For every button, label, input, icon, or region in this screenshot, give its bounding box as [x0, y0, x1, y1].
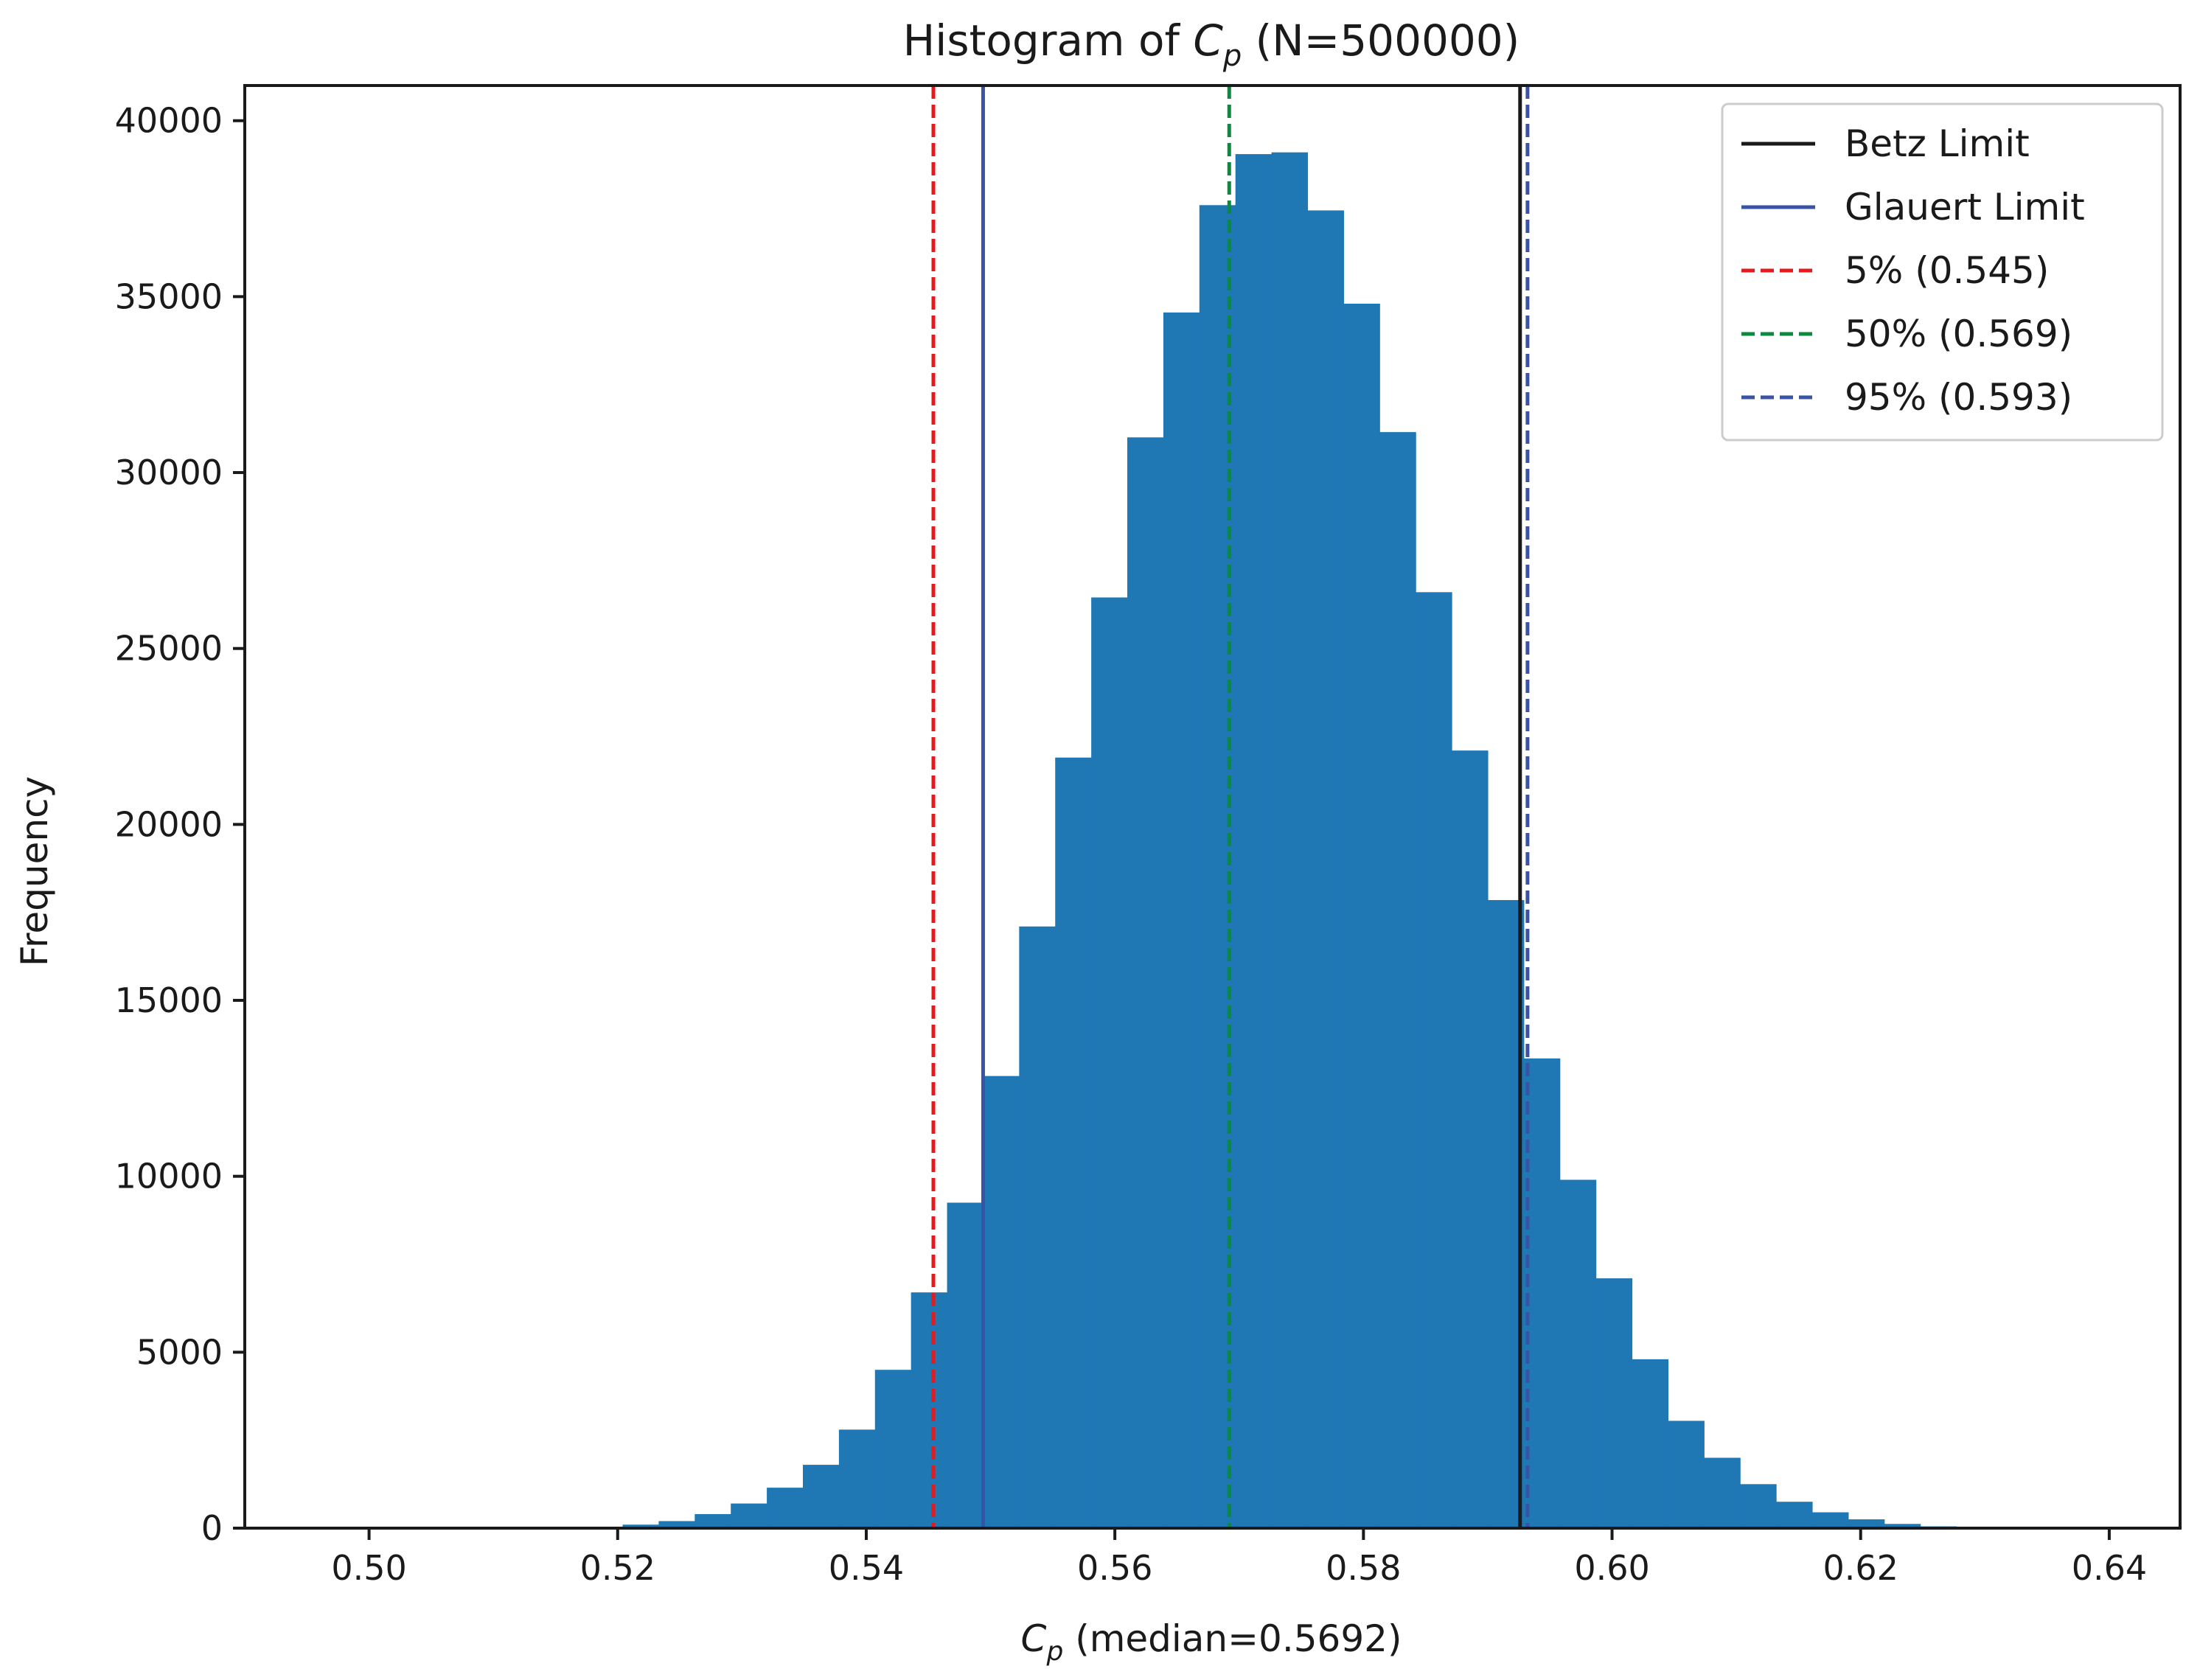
histogram-bar — [1163, 312, 1200, 1528]
reference-lines — [931, 86, 1530, 1528]
y-tick-label: 35000 — [115, 276, 223, 316]
histogram-bar — [767, 1488, 804, 1528]
histogram-bar — [947, 1202, 984, 1528]
legend-box — [1721, 102, 2164, 442]
histogram-bar — [911, 1292, 948, 1528]
histogram-bar — [1416, 592, 1452, 1528]
histogram-bar — [1235, 154, 1273, 1529]
histogram-bar — [983, 1076, 1020, 1528]
histogram-bar — [1776, 1502, 1813, 1528]
chart-title-symbol: C — [1193, 15, 1223, 66]
histogram-bar — [838, 1429, 876, 1528]
histogram-bar — [1884, 1524, 1921, 1528]
histogram-bar — [1019, 926, 1056, 1528]
histogram-bar — [695, 1513, 731, 1528]
x-tick-label: 0.52 — [580, 1548, 655, 1588]
histogram-bar — [802, 1465, 840, 1528]
y-axis-title: Frequency — [13, 776, 56, 966]
x-tick-label: 0.54 — [829, 1548, 904, 1588]
histogram-bars — [586, 152, 1994, 1529]
histogram-bar — [1632, 1359, 1668, 1528]
histogram-bar — [1740, 1484, 1777, 1528]
x-tick-label: 0.60 — [1574, 1548, 1649, 1588]
y-tick-label: 15000 — [115, 980, 223, 1020]
histogram-bar — [1595, 1278, 1633, 1528]
histogram-bar — [1343, 303, 1380, 1529]
histogram-bar — [1668, 1421, 1705, 1528]
x-axis-title-symbol: C — [1021, 1617, 1047, 1660]
histogram-bar — [1127, 437, 1164, 1528]
x-axis: 0.50 0.52 0.54 0.56 0.58 0.60 0.62 0.64 — [331, 1528, 2147, 1588]
y-tick-label: 5000 — [136, 1332, 223, 1372]
x-tick-label: 0.64 — [2072, 1548, 2147, 1588]
y-tick-label: 10000 — [115, 1157, 223, 1196]
y-axis: 0 5000 10000 15000 20000 25000 30000 35000 40000 — [115, 101, 245, 1548]
legend-label: 95% (0.593) — [1845, 376, 2072, 419]
x-tick-label: 0.50 — [331, 1548, 406, 1588]
histogram-bar — [1523, 1058, 1561, 1528]
histogram-bar — [1848, 1519, 1885, 1528]
histogram-bar — [658, 1521, 695, 1528]
x-tick-label: 0.56 — [1077, 1548, 1152, 1588]
chart-title-suffix: (N=500000) — [1242, 15, 1520, 66]
y-tick-label: 0 — [201, 1508, 223, 1548]
y-tick-label: 25000 — [115, 629, 223, 669]
histogram-bar — [1452, 750, 1489, 1528]
y-tick-label: 30000 — [115, 453, 223, 492]
legend-label: 50% (0.569) — [1845, 313, 2072, 355]
x-axis-title-suffix: (median=0.5692) — [1063, 1617, 1402, 1660]
histogram-bar — [1199, 205, 1236, 1528]
x-tick-label: 0.58 — [1326, 1548, 1401, 1588]
legend-label: 5% (0.545) — [1845, 249, 2049, 292]
chart-title-prefix: Histogram of — [903, 15, 1194, 66]
x-tick-label: 0.62 — [1823, 1548, 1898, 1588]
histogram-bar — [1091, 597, 1128, 1528]
legend-label: Glauert Limit — [1845, 186, 2085, 229]
histogram-bar — [1307, 210, 1344, 1529]
y-tick-label: 40000 — [115, 101, 223, 141]
legend: Betz Limit Glauert Limit 5% (0.545) 50% (0.… — [1721, 102, 2164, 442]
histogram-bar — [622, 1524, 660, 1528]
histogram-bar — [1055, 757, 1092, 1528]
histogram-bar — [1811, 1512, 1849, 1528]
plot-frame — [243, 84, 2182, 1530]
chart-title-subscript: p — [1222, 39, 1242, 73]
histogram-bar — [1487, 899, 1525, 1528]
x-axis-title: Cp (median=0.5692) — [1021, 1617, 1402, 1667]
histogram-bar — [874, 1370, 912, 1528]
histogram-bar — [1379, 432, 1416, 1529]
histogram-bar — [1271, 152, 1309, 1529]
histogram-bar — [731, 1503, 767, 1528]
legend-label: Betz Limit — [1845, 122, 2030, 165]
x-axis-title-subscript: p — [1045, 1637, 1063, 1667]
y-tick-label: 20000 — [115, 804, 223, 844]
chart-title: Histogram of Cp (N=500000) — [903, 15, 1520, 73]
histogram-bar — [1559, 1179, 1597, 1528]
histogram-bar — [1704, 1457, 1741, 1528]
